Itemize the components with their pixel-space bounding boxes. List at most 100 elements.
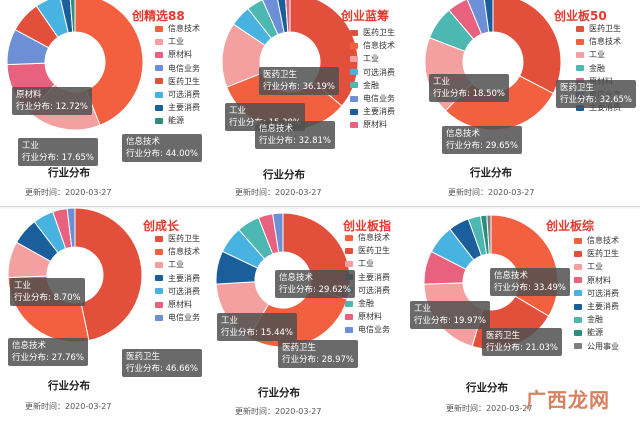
chart-subtitle: 行业分布 — [48, 380, 90, 392]
legend-item[interactable]: 可选消费 — [350, 66, 395, 79]
slice-主要消费[interactable] — [483, 0, 494, 33]
legend-item[interactable]: 主要消费 — [155, 101, 200, 114]
legend-item[interactable]: 可选消费 — [155, 88, 200, 101]
tooltip: 原材料 行业分布: 12.72% — [12, 87, 92, 115]
legend: 信息技术医药卫生 工业原材料可选消费主要消费 金融 能源 公用事业 — [574, 234, 619, 353]
legend-swatch — [574, 263, 582, 270]
tooltip-label: 医药卫生 — [486, 331, 521, 341]
legend-item[interactable]: 工业 — [345, 257, 390, 270]
chart-subtitle: 行业分布 — [258, 387, 300, 399]
slice-医药卫生[interactable] — [74, 207, 143, 342]
legend-label: 医药卫生 — [587, 249, 619, 259]
slice-医药卫生[interactable] — [289, 0, 359, 107]
legend-item[interactable]: 金融 — [345, 297, 390, 310]
legend-item[interactable]: 主要消费 — [155, 272, 200, 285]
legend-label: 电信业务 — [363, 94, 395, 104]
legend-item[interactable]: 能源 — [155, 114, 200, 127]
legend-item[interactable]: 医药卫生 — [155, 232, 200, 245]
legend-item[interactable]: 医药卫生 — [574, 247, 619, 260]
legend-swatch — [574, 250, 582, 257]
legend-swatch — [345, 247, 353, 254]
updated-time: 更新时间：2020-03-27 — [25, 402, 112, 411]
legend-item[interactable]: 信息技术 — [576, 35, 621, 48]
chart-panel-2: 创业板50医药卫生信息技术工业金融原材料电信业务主要消费行业分布更新时间：202… — [424, 0, 639, 206]
legend-item[interactable]: 主要消费 — [350, 105, 395, 118]
slice-电信业务[interactable] — [66, 207, 76, 248]
legend-item[interactable]: 信息技术 — [345, 231, 390, 244]
legend-item[interactable]: 金融 — [350, 79, 395, 92]
legend-item[interactable]: 金融 — [576, 62, 621, 75]
legend-item[interactable]: 电信业务 — [345, 323, 390, 336]
chart-title: 创业板指 — [343, 219, 392, 233]
legend-item[interactable]: 信息技术 — [155, 245, 200, 258]
tooltip-value: 行业分布: 44.00% — [126, 149, 198, 159]
tooltip-label: 工业 — [221, 316, 239, 326]
legend-item[interactable]: 原材料 — [155, 298, 200, 311]
legend-label: 金融 — [358, 299, 374, 309]
legend-item[interactable]: 医药卫生 — [345, 244, 390, 257]
legend-label: 原材料 — [363, 120, 387, 130]
tooltip-value: 行业分布: 27.76% — [12, 353, 84, 363]
updated-time: 更新时间：2020-03-27 — [448, 188, 535, 197]
legend-item[interactable]: 工业 — [155, 35, 200, 48]
legend-item[interactable]: 医药卫生 — [576, 22, 621, 35]
legend-item[interactable]: 公用事业 — [574, 340, 619, 353]
legend-item[interactable]: 可选消费 — [574, 287, 619, 300]
legend-label: 信息技术 — [168, 247, 200, 257]
legend-item[interactable]: 原材料 — [350, 118, 395, 131]
tooltip: 医药卫生 行业分布: 21.03% — [482, 328, 562, 356]
legend-item[interactable]: 电信业务 — [155, 311, 200, 324]
legend-item[interactable]: 主要消费 — [574, 300, 619, 313]
legend-item[interactable]: 电信业务 — [155, 62, 200, 75]
slice-信息技术[interactable] — [74, 0, 144, 126]
legend-swatch — [155, 288, 163, 295]
legend-item[interactable]: 金融 — [574, 313, 619, 326]
legend-item[interactable]: 医药卫生 — [155, 75, 200, 88]
legend-label: 主要消费 — [168, 273, 200, 283]
legend-item[interactable]: 工业 — [350, 52, 395, 65]
legend-swatch — [155, 117, 163, 124]
tooltip: 工业行业分布: 15.44% — [217, 313, 297, 341]
tooltip-label: 工业 — [22, 141, 40, 151]
tooltip: 信息技术 行业分布: 33.49% — [490, 268, 570, 296]
legend-item[interactable]: 原材料 — [345, 310, 390, 323]
legend-item[interactable]: 电信业务 — [350, 92, 395, 105]
legend-label: 主要消费 — [358, 272, 390, 282]
slice-电信业务[interactable] — [272, 212, 284, 253]
legend-item[interactable]: 能源 — [574, 326, 619, 339]
legend-item[interactable]: 可选消费 — [155, 285, 200, 298]
chart-subtitle: 行业分布 — [263, 169, 305, 181]
slice-原材料[interactable] — [285, 0, 291, 33]
legend-item[interactable]: 工业 — [576, 48, 621, 61]
legend-item[interactable]: 原材料 — [155, 48, 200, 61]
legend-label: 主要消费 — [587, 302, 619, 312]
legend-swatch — [155, 248, 163, 255]
chart-title: 创业板综 — [546, 219, 595, 233]
legend-swatch — [576, 25, 584, 32]
legend-swatch — [155, 38, 163, 45]
tooltip-value: 行业分布: 29.62% — [279, 285, 351, 295]
legend-item[interactable]: 原材料 — [574, 274, 619, 287]
legend: 医药卫生 信息技术 工业 可选消费 金融电信业务 主要消费原材料 — [350, 26, 395, 132]
legend-label: 原材料 — [587, 275, 611, 285]
chart-panel-4: 创业板指 信息技术 医药卫生 工业 主要消费 可选消费 金融 原材料 电信业务 行业分布 更新时间：… — [213, 210, 426, 416]
tooltip-value: 行业分布: 32.81% — [259, 136, 331, 146]
tooltip-value: 行业分布: 15.44% — [221, 328, 293, 338]
slice-能源[interactable] — [69, 0, 76, 33]
legend-swatch — [155, 314, 163, 321]
legend-item[interactable]: 信息技术 — [350, 39, 395, 52]
legend-item[interactable]: 工业 — [155, 258, 200, 271]
legend-item[interactable]: 医药卫生 — [350, 26, 395, 39]
legend-swatch — [576, 38, 584, 45]
tooltip-label: 工业 — [433, 77, 451, 87]
tooltip-value: 行业分布: 33.49% — [494, 283, 566, 293]
legend-label: 工业 — [358, 259, 374, 269]
legend-swatch — [574, 277, 582, 284]
tooltip-label: 信息技术 — [126, 137, 161, 147]
legend-label: 可选消费 — [168, 286, 200, 296]
legend-item[interactable]: 工业 — [574, 260, 619, 273]
legend-item[interactable]: 信息技术 — [155, 22, 200, 35]
slice-公用事业[interactable] — [486, 214, 492, 255]
tooltip: 工业 行业分布: 17.65% — [18, 138, 98, 166]
legend-item[interactable]: 信息技术 — [574, 234, 619, 247]
